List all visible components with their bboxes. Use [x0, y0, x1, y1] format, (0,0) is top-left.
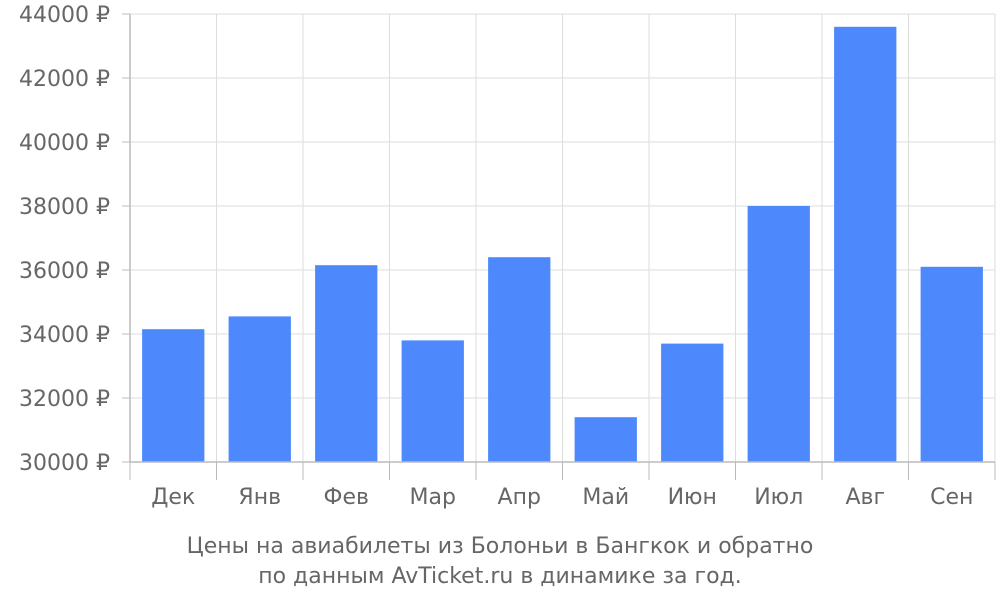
caption-line-1: Цены на авиабилеты из Болоньи в Бангкок … [186, 534, 814, 559]
x-tick-label: Май [582, 485, 629, 510]
y-tick-label: 38000 ₽ [19, 195, 110, 220]
x-tick-label: Сен [930, 485, 973, 510]
y-tick-label: 30000 ₽ [19, 451, 110, 476]
caption-line-2: по данным AvTicket.ru в динамике за год. [258, 564, 742, 589]
bar-6 [661, 343, 724, 462]
bar-3 [401, 340, 464, 462]
x-tick-label: Мар [410, 485, 456, 510]
y-tick-label: 34000 ₽ [19, 323, 110, 348]
x-axis-ticks: Дек Янв Фев Мар Апр Май Июн Июл Авг Сен [129, 462, 996, 510]
x-tick-label: Июл [754, 485, 803, 510]
bar-8 [834, 26, 897, 463]
y-tick-label: 42000 ₽ [19, 67, 110, 92]
x-tick-label: Апр [498, 485, 541, 510]
y-tick-label: 36000 ₽ [19, 259, 110, 284]
y-tick-label: 40000 ₽ [19, 131, 110, 156]
bar-9 [920, 266, 983, 462]
x-tick-label: Фев [324, 485, 369, 510]
chart-caption: Цены на авиабилеты из Болоньи в Бангкок … [0, 532, 1000, 592]
bar-5 [574, 417, 637, 462]
bar-0 [142, 329, 205, 462]
x-tick-label: Дек [151, 485, 195, 510]
y-tick-label: 44000 ₽ [19, 3, 110, 28]
x-tick-label: Июн [668, 485, 717, 510]
bar-1 [228, 316, 291, 462]
grid-lines [130, 13, 996, 463]
y-tick-label: 32000 ₽ [19, 387, 110, 412]
bar-4 [488, 257, 551, 462]
bars [142, 26, 983, 463]
bar-7 [747, 206, 810, 462]
bar-chart: 30000 ₽ 32000 ₽ 34000 ₽ 36000 ₽ 38000 ₽ 40000… [19, 3, 996, 510]
bar-2 [315, 265, 378, 462]
y-axis-ticks: 30000 ₽ 32000 ₽ 34000 ₽ 36000 ₽ 38000 ₽ 40000… [19, 3, 130, 476]
x-tick-label: Авг [845, 485, 885, 510]
x-tick-label: Янв [238, 485, 281, 510]
